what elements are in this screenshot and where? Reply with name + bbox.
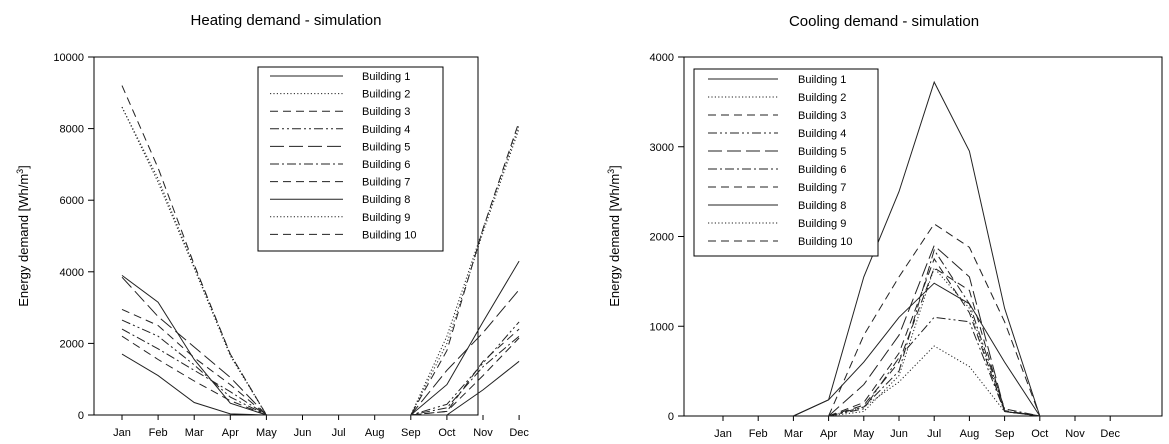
heating-x-axis: Jan Feb Mar Apr May Jun Jul Aug Sep Oct Nov Dec bbox=[113, 415, 529, 439]
cooling-x-tick-label: Dec bbox=[1100, 428, 1120, 440]
heating-legend: Building 1 Building 2 Building 3 Building 4… bbox=[270, 71, 416, 241]
cooling-chart: Cooling demand - simulation 0 1000 2000 300… bbox=[606, 13, 1163, 440]
heating-series-line-3 bbox=[121, 308, 520, 416]
cooling-legend-label: Building 8 bbox=[798, 200, 846, 212]
cooling-series-line-7 bbox=[828, 257, 1040, 417]
heating-series-line-6 bbox=[121, 328, 520, 416]
heating-x-tick-label: Mar bbox=[185, 427, 204, 439]
heating-y-tick-label: 10000 bbox=[53, 52, 84, 64]
cooling-x-tick-label: Jan bbox=[714, 428, 732, 440]
cooling-chart-title: Cooling demand - simulation bbox=[789, 13, 979, 30]
heating-series-line-1 bbox=[121, 260, 520, 416]
heating-legend-label: Building 9 bbox=[362, 212, 410, 224]
heating-legend-label: Building 3 bbox=[362, 106, 410, 118]
cooling-y-tick-label: 4000 bbox=[650, 52, 674, 64]
cooling-legend-label: Building 7 bbox=[798, 182, 846, 194]
cooling-x-tick-label: May bbox=[853, 428, 874, 440]
cooling-y-tick-label: 3000 bbox=[650, 142, 674, 154]
cooling-series-group bbox=[793, 80, 1041, 417]
heating-y-tick-label: 4000 bbox=[60, 267, 84, 279]
cooling-legend-label: Building 6 bbox=[798, 164, 846, 176]
heating-x-tick-label: Jun bbox=[294, 427, 312, 439]
cooling-legend-label: Building 10 bbox=[798, 236, 852, 248]
cooling-x-tick-label: Jun bbox=[890, 428, 908, 440]
cooling-series-line-4 bbox=[828, 316, 1040, 417]
heating-chart: Heating demand - simulation 0 2000 4000 600… bbox=[15, 12, 529, 439]
heating-x-tick-label: May bbox=[256, 427, 277, 439]
heating-legend-label: Building 6 bbox=[362, 159, 410, 171]
heating-x-tick-label: Apr bbox=[222, 427, 239, 439]
heating-y-tick-label: 6000 bbox=[60, 195, 84, 207]
heating-x-tick-label: Sep bbox=[401, 427, 421, 439]
heating-y-tick-label: 8000 bbox=[60, 124, 84, 136]
cooling-x-tick-label: Sep bbox=[995, 428, 1015, 440]
heating-x-tick-label: Nov bbox=[473, 427, 493, 439]
cooling-series-line-10 bbox=[828, 223, 1041, 417]
cooling-x-tick-label: Oct bbox=[1031, 428, 1048, 440]
heating-series-line-10 bbox=[121, 85, 520, 416]
heating-legend-label: Building 10 bbox=[362, 229, 416, 241]
cooling-x-tick-label: Nov bbox=[1065, 428, 1085, 440]
cooling-series-line-1 bbox=[793, 80, 1041, 417]
heating-y-tick-label: 0 bbox=[78, 410, 84, 422]
heating-chart-title: Heating demand - simulation bbox=[191, 12, 382, 29]
heating-y-tick-label: 2000 bbox=[60, 338, 84, 350]
heating-series-line-4 bbox=[121, 319, 520, 416]
heating-legend-label: Building 2 bbox=[362, 89, 410, 101]
cooling-legend-box bbox=[693, 68, 879, 257]
cooling-x-tick-label: Jul bbox=[927, 428, 941, 440]
heating-series-line-7 bbox=[121, 335, 520, 416]
heating-legend-box bbox=[257, 66, 444, 252]
cooling-legend-label: Building 2 bbox=[798, 92, 846, 104]
heating-legend-label: Building 1 bbox=[362, 71, 410, 83]
heating-legend-label: Building 4 bbox=[362, 124, 410, 136]
heating-legend-label: Building 5 bbox=[362, 141, 410, 153]
heating-x-tick-label: Dec bbox=[509, 427, 529, 439]
cooling-y-tick-label: 0 bbox=[668, 411, 674, 423]
cooling-y-tick-label: 2000 bbox=[650, 232, 674, 244]
heating-x-tick-label: Feb bbox=[149, 427, 168, 439]
cooling-legend-label: Building 5 bbox=[798, 146, 846, 158]
heating-x-tick-label: Aug bbox=[365, 427, 385, 439]
heating-legend-label: Building 7 bbox=[362, 177, 410, 189]
cooling-x-tick-label: Feb bbox=[749, 428, 768, 440]
cooling-legend-label: Building 3 bbox=[798, 110, 846, 122]
cooling-legend-label: Building 9 bbox=[798, 218, 846, 230]
cooling-legend-label: Building 4 bbox=[798, 128, 846, 140]
heating-x-tick-label: Oct bbox=[438, 427, 455, 439]
cooling-series-line-2 bbox=[828, 345, 1040, 417]
cooling-y-axis-label: Energy demand [Wh/m3] bbox=[606, 165, 622, 307]
cooling-x-axis: Jan Feb Mar Apr May Jun Jul Aug Sep Oct Nov Dec bbox=[714, 416, 1120, 440]
heating-y-axis: 0 2000 4000 6000 8000 10000 bbox=[53, 52, 94, 422]
cooling-legend-label: Building 1 bbox=[798, 74, 846, 86]
cooling-x-tick-label: Apr bbox=[820, 428, 837, 440]
cooling-legend: Building 1 Building 2 Building 3 Building 4… bbox=[708, 74, 852, 248]
cooling-x-tick-label: Aug bbox=[960, 428, 980, 440]
cooling-series-line-8 bbox=[793, 282, 1041, 417]
heating-x-tick-label: Jul bbox=[332, 427, 346, 439]
cooling-y-tick-label: 1000 bbox=[650, 321, 674, 333]
cooling-x-tick-label: Mar bbox=[784, 428, 803, 440]
heating-y-axis-label: Energy demand [Wh/m3] bbox=[15, 165, 31, 307]
cooling-series-line-6 bbox=[828, 248, 1040, 417]
heating-legend-label: Building 8 bbox=[362, 194, 410, 206]
cooling-y-axis: 0 1000 2000 3000 4000 bbox=[650, 52, 684, 423]
heating-x-tick-label: Jan bbox=[113, 427, 131, 439]
heating-series-group bbox=[121, 85, 520, 416]
